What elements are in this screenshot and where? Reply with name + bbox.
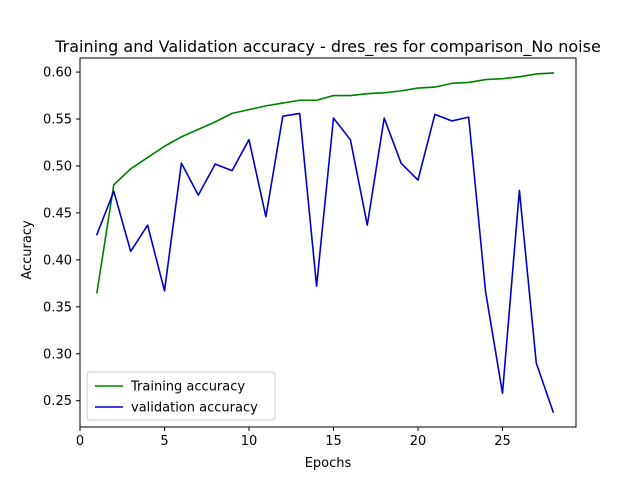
- legend-box: [86, 371, 276, 421]
- y-tick-label: 0.40: [43, 253, 72, 268]
- chart-title: Training and Validation accuracy - dres_…: [54, 37, 601, 57]
- legend-label: Training accuracy: [130, 380, 245, 395]
- legend: Training accuracy validation accuracy: [86, 371, 276, 421]
- y-tick-label: 0.55: [43, 113, 72, 128]
- y-tick-label: 0.50: [43, 159, 72, 174]
- x-tick-label: 5: [160, 434, 168, 449]
- plot-area: [95, 72, 555, 413]
- axes: 0 5 10 15 20 25 0.25 0.30 0.35 0.40 0.45 0.50 0.55 0.…: [43, 57, 577, 449]
- y-tick-label: 0.60: [43, 66, 72, 81]
- y-tick-label: 0.35: [43, 300, 72, 315]
- x-tick-label: 25: [494, 434, 511, 449]
- x-tick-label: 15: [325, 434, 342, 449]
- series-line-validation: [95, 112, 555, 413]
- series-line-training: [95, 72, 555, 294]
- x-tick-label: 20: [410, 434, 427, 449]
- x-tick-label: 0: [76, 434, 84, 449]
- y-tick-label: 0.45: [43, 206, 72, 221]
- y-axis-label: Accuracy: [20, 220, 35, 280]
- y-tick-label: 0.30: [43, 347, 72, 362]
- x-axis-label: Epochs: [305, 456, 352, 471]
- x-tick-label: 10: [241, 434, 258, 449]
- plot-frame: [79, 57, 577, 428]
- y-tick-label: 0.25: [43, 394, 72, 409]
- legend-label: validation accuracy: [131, 401, 258, 416]
